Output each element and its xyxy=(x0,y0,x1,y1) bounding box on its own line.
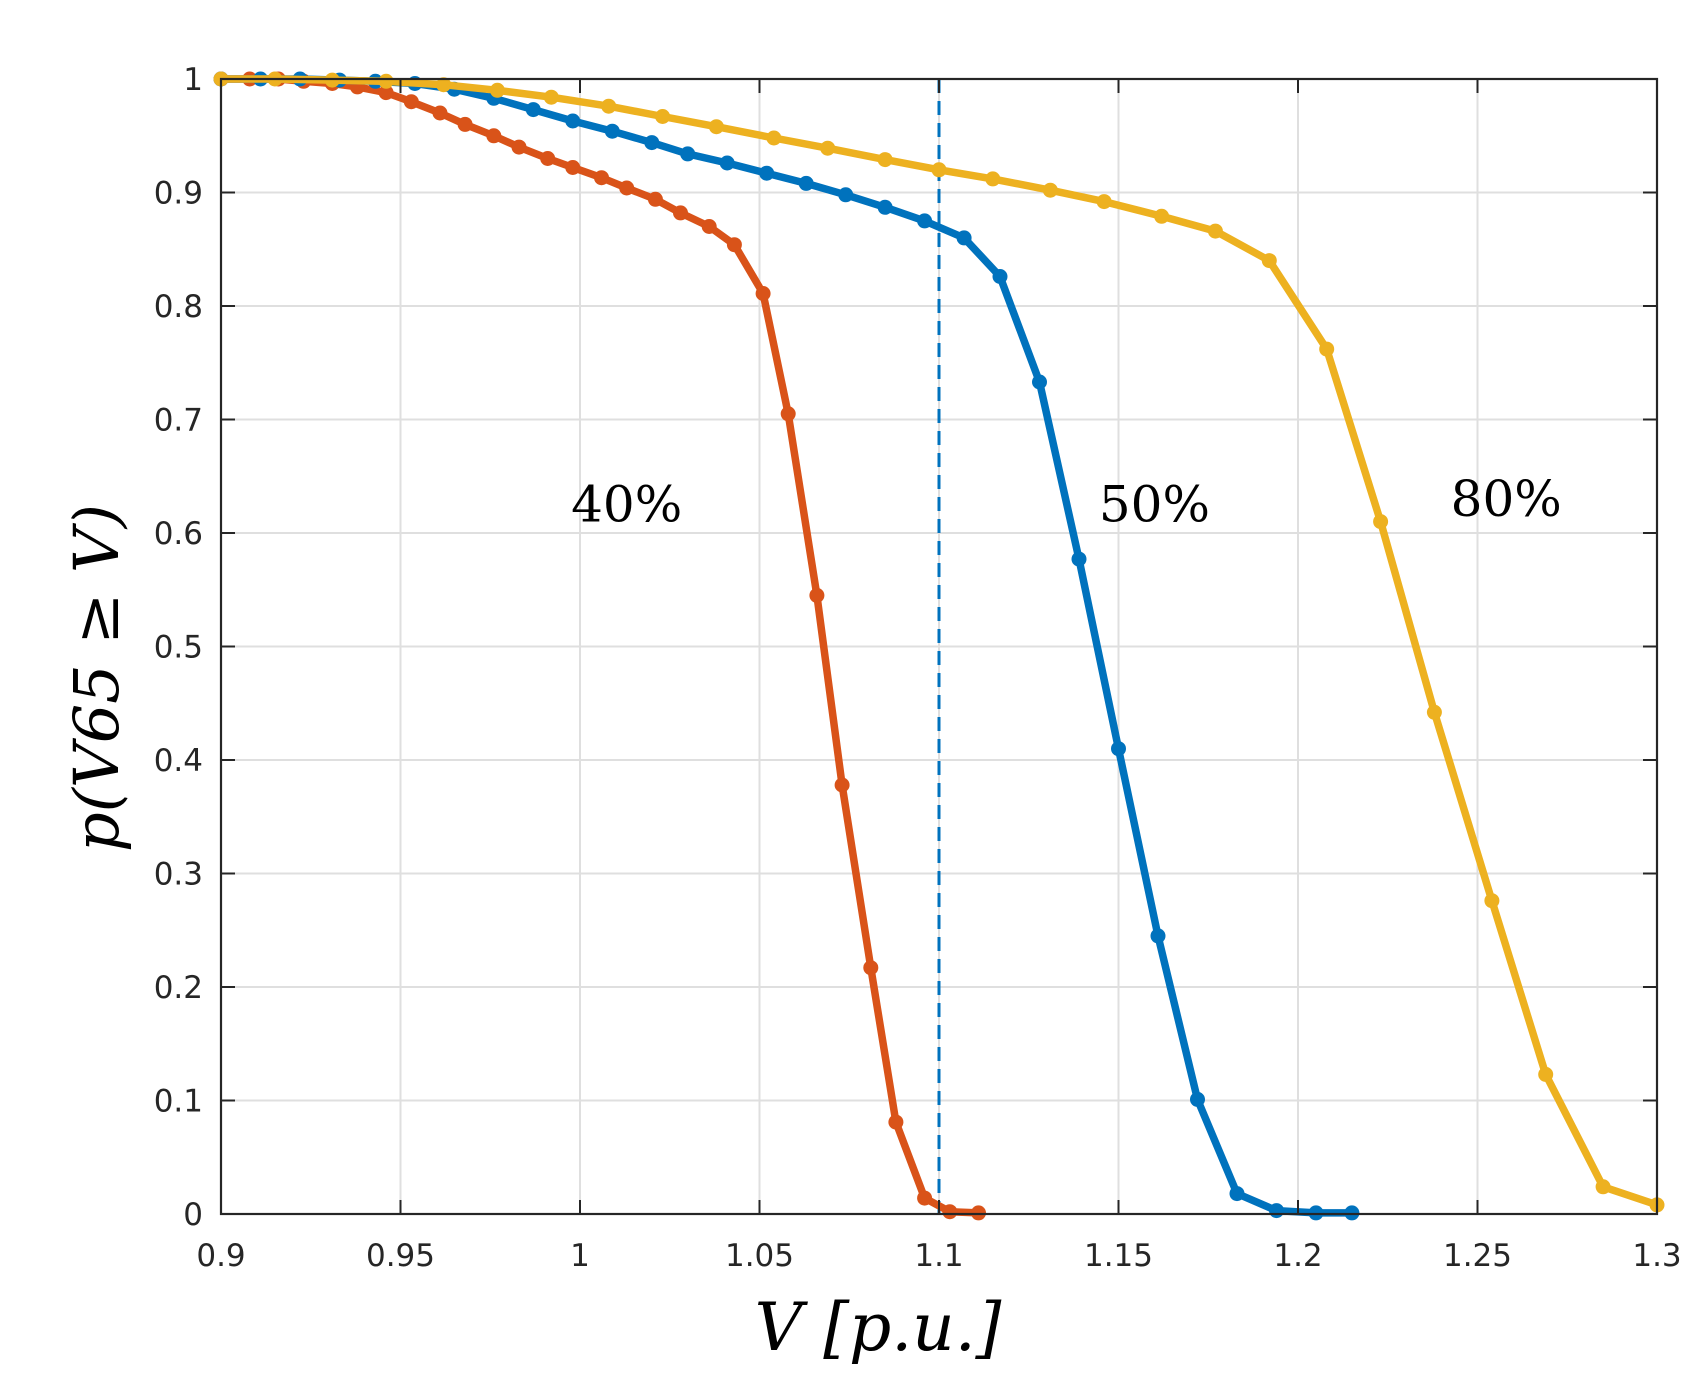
ticks: 0.9 0.95 1 1.05 1.1 1.15 1.2 1.25 1.3 0 0.1 0.2 0.3 0… xyxy=(154,62,1682,1274)
data-point xyxy=(1032,374,1047,390)
data-point xyxy=(1426,704,1442,720)
data-point xyxy=(726,237,742,253)
x-tick-label: 0.9 xyxy=(196,1238,245,1274)
data-point xyxy=(680,146,696,162)
x-tick-label: 1.1 xyxy=(914,1238,963,1274)
x-tick-label: 1.3 xyxy=(1632,1238,1681,1274)
data-point xyxy=(877,152,893,168)
series-labels: 40% 50% 80% xyxy=(571,470,1562,534)
data-point xyxy=(1538,1066,1554,1082)
data-point xyxy=(565,113,581,129)
data-point xyxy=(834,777,850,793)
data-point xyxy=(888,1114,904,1130)
series-label: 80% xyxy=(1451,470,1562,528)
y-tick-label: 0.6 xyxy=(154,516,203,552)
x-tick-label: 1.2 xyxy=(1273,1238,1322,1274)
data-point xyxy=(1154,208,1170,224)
data-point xyxy=(942,1204,958,1220)
series-label: 40% xyxy=(571,476,682,534)
x-tick-label: 0.95 xyxy=(366,1238,435,1274)
data-point xyxy=(1111,741,1126,757)
data-point xyxy=(1373,514,1389,530)
data-point xyxy=(931,162,947,178)
data-point xyxy=(1207,223,1223,239)
data-point xyxy=(432,105,448,121)
series-label: 50% xyxy=(1099,476,1210,534)
y-tick-label: 1 xyxy=(183,62,203,98)
data-point xyxy=(820,140,836,156)
data-point xyxy=(1269,1203,1284,1219)
data-point xyxy=(436,77,452,93)
data-point xyxy=(525,102,541,118)
data-point xyxy=(511,139,527,155)
data-point xyxy=(985,171,1001,187)
data-point xyxy=(1150,928,1166,944)
data-point xyxy=(863,960,879,976)
data-point xyxy=(655,109,671,124)
x-tick-label: 1 xyxy=(570,1238,590,1274)
data-point xyxy=(838,187,854,203)
data-point xyxy=(540,151,556,166)
x-tick-label: 1.15 xyxy=(1084,1238,1153,1274)
data-point xyxy=(780,406,796,422)
data-point xyxy=(992,269,1008,284)
data-point xyxy=(378,73,394,89)
y-tick-label: 0.1 xyxy=(154,1084,203,1120)
data-point xyxy=(1042,182,1058,198)
y-tick-label: 0.3 xyxy=(154,857,203,893)
y-tick-label: 0.5 xyxy=(154,630,203,666)
data-point xyxy=(1096,194,1112,210)
data-point xyxy=(644,135,660,151)
y-tick-label: 0.7 xyxy=(154,403,203,439)
data-point xyxy=(755,286,771,301)
data-point xyxy=(647,191,663,207)
data-point xyxy=(1319,341,1335,357)
data-point xyxy=(565,160,581,175)
data-point xyxy=(619,180,635,196)
data-point xyxy=(1190,1091,1205,1107)
y-tick-label: 0.8 xyxy=(154,289,203,325)
data-point xyxy=(489,82,505,98)
data-point xyxy=(701,219,717,234)
data-point xyxy=(956,230,972,246)
data-point xyxy=(543,89,559,105)
y-axis-title: p(V65 ≥ V) xyxy=(60,504,133,852)
data-point xyxy=(457,116,473,132)
data-point xyxy=(708,119,724,135)
y-tick-label: 0 xyxy=(183,1197,203,1233)
data-point xyxy=(673,205,688,221)
data-point xyxy=(917,213,933,229)
data-point xyxy=(1484,893,1500,909)
y-tick-label: 0.2 xyxy=(154,970,203,1006)
data-point xyxy=(877,199,893,215)
x-tick-label: 1.05 xyxy=(725,1238,794,1274)
data-point xyxy=(1595,1179,1611,1195)
y-tick-label: 0.4 xyxy=(154,743,203,779)
y-tick-label: 0.9 xyxy=(154,176,203,212)
data-point xyxy=(1071,551,1087,567)
x-axis-title: V [p.u.] xyxy=(755,1289,1002,1366)
data-point xyxy=(766,130,782,146)
data-point xyxy=(378,85,394,101)
data-point xyxy=(604,123,620,139)
x-tick-label: 1.25 xyxy=(1443,1238,1512,1274)
series-80pct xyxy=(213,71,1665,1213)
data-point xyxy=(917,1190,933,1206)
data-point xyxy=(719,155,735,171)
data-point xyxy=(798,175,814,191)
data-point xyxy=(601,98,617,114)
data-point xyxy=(759,165,775,181)
data-point xyxy=(1229,1186,1245,1202)
data-point xyxy=(403,94,419,110)
data-point xyxy=(594,170,609,186)
data-point xyxy=(486,128,502,144)
data-point xyxy=(1261,253,1277,269)
grid xyxy=(220,78,1658,1215)
data-point xyxy=(809,587,825,603)
